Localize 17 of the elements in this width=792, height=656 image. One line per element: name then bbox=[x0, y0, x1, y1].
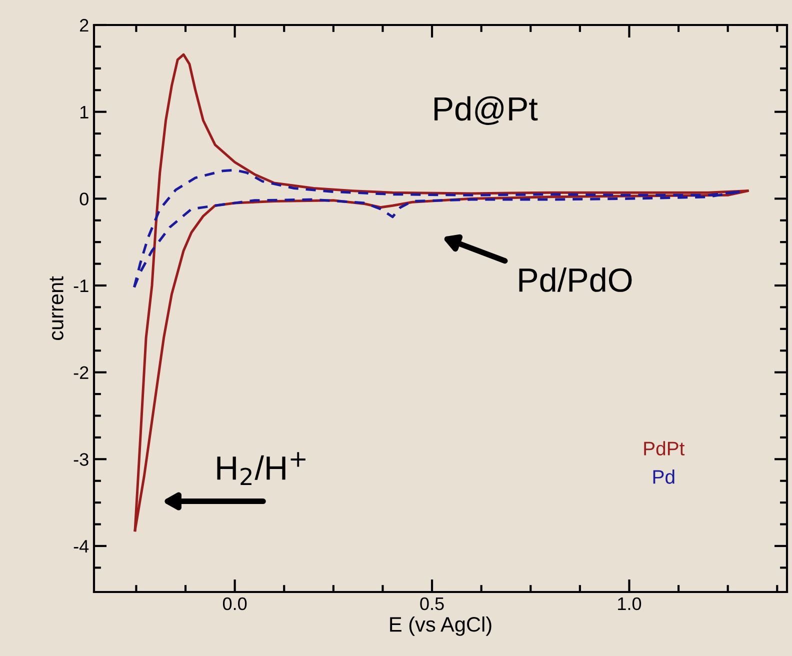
text: Pd bbox=[653, 470, 674, 484]
x-axis-title: E (vs AgCl) bbox=[390, 616, 492, 636]
annotation: H$_{2}$/H$^{+}$ bbox=[217, 452, 306, 486]
y-tick-label: -3 bbox=[74, 453, 88, 466]
y-tick-label: 1 bbox=[80, 106, 88, 118]
x-tick-label: 1.0 bbox=[618, 597, 642, 610]
annotation: Pd@Pt bbox=[434, 96, 538, 125]
y-tick-label: -2 bbox=[74, 366, 88, 379]
y-tick-label: 2 bbox=[80, 18, 88, 32]
y-tick-label: 0 bbox=[80, 192, 88, 206]
x-tick-label: 0.0 bbox=[222, 597, 247, 610]
x-tick-label: 0.5 bbox=[420, 597, 444, 610]
y-tick-label: -4 bbox=[74, 540, 89, 553]
text: PdPt bbox=[644, 441, 685, 456]
y-axis-title: current bbox=[50, 276, 64, 340]
annotation: Pd/PdO bbox=[519, 267, 632, 292]
y-tick-label: -1 bbox=[74, 280, 88, 292]
